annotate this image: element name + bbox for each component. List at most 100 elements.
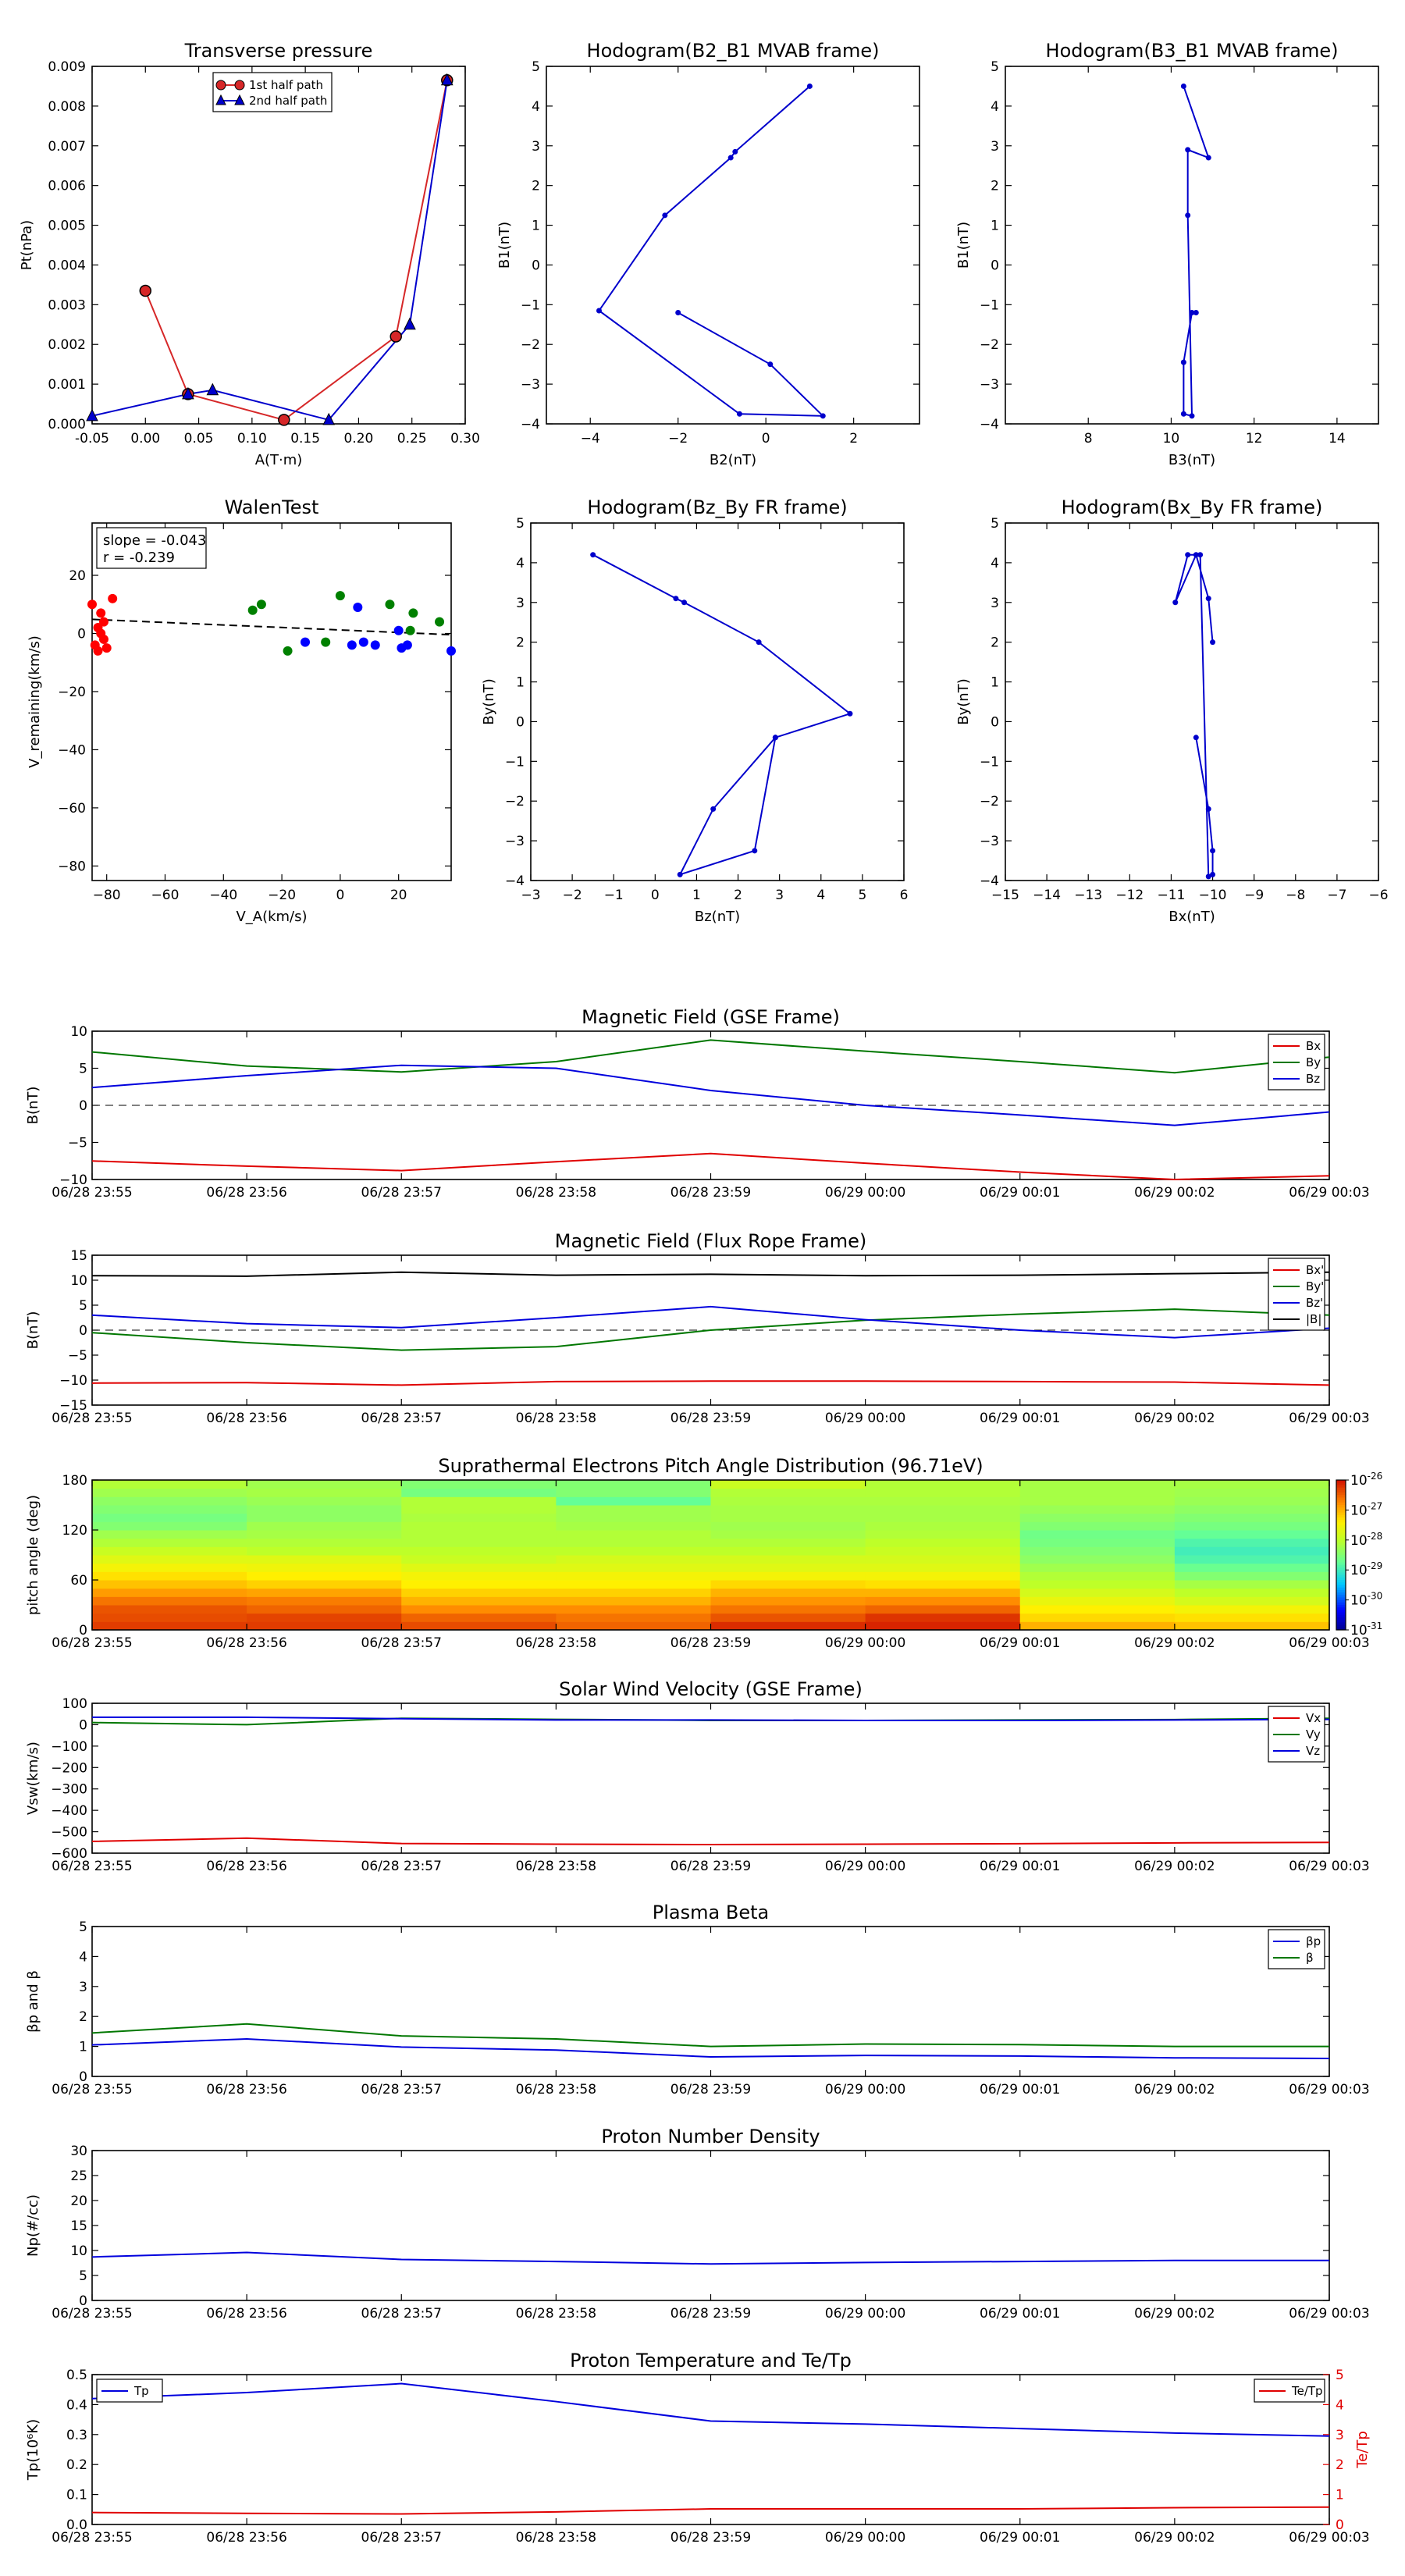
pt-ytick-label: 0.009 xyxy=(48,59,86,75)
pad-ytick-label: 120 xyxy=(62,1523,87,1539)
bgse-time-label: 06/28 23:57 xyxy=(361,1185,442,1201)
legend-label: Vy xyxy=(1306,1727,1321,1742)
h2-ytick-label: −4 xyxy=(980,417,999,432)
colorbar-step xyxy=(1336,1574,1346,1578)
chart-title: Magnetic Field (GSE Frame) xyxy=(582,1006,840,1028)
chart-title: Hodogram(B3_B1 MVAB frame) xyxy=(1046,40,1339,62)
series-line-By' xyxy=(91,1308,1330,1351)
pad-ytick-label: 180 xyxy=(62,1473,87,1489)
bgse-ytick-label: 0 xyxy=(79,1098,87,1114)
bfr-time-label: 06/28 23:57 xyxy=(361,1411,442,1426)
scatter-point xyxy=(321,637,331,647)
np-time-label: 06/29 00:00 xyxy=(825,2306,905,2322)
heatmap-cell xyxy=(556,1571,711,1581)
scatter-point xyxy=(408,608,418,618)
legend-box xyxy=(1268,1929,1325,1969)
beta-time-label: 06/28 23:55 xyxy=(52,2082,132,2097)
bfr-ytick-label: 0 xyxy=(79,1323,87,1339)
h4-xtick-label: −9 xyxy=(1244,888,1264,903)
heatmap-cell xyxy=(1019,1513,1176,1522)
heatmap-cell xyxy=(401,1496,557,1506)
colorbar-frame xyxy=(1336,1479,1346,1631)
tp-ytick-label: 0.0 xyxy=(66,2517,87,2533)
data-point xyxy=(389,330,402,343)
hodogram-point xyxy=(1185,147,1191,153)
data-point xyxy=(278,414,290,426)
np-ytick-label: 20 xyxy=(70,2194,87,2209)
heatmap-cell xyxy=(92,1588,247,1597)
legend: Vx Vy Vz xyxy=(1268,1706,1325,1763)
tp-time-label: 06/29 00:03 xyxy=(1289,2530,1369,2546)
h3-xtick-label: −1 xyxy=(604,888,624,903)
heatmap-cell xyxy=(710,1530,866,1539)
heatmap-cell xyxy=(92,1513,247,1522)
legend-label: 1st half path xyxy=(249,78,323,92)
scatter-point xyxy=(393,625,404,635)
heatmap-cell xyxy=(1019,1496,1176,1506)
pt-xtick-label: 0.05 xyxy=(184,431,214,447)
heatmap-cell xyxy=(710,1613,866,1622)
pt-xtick-label: 0.30 xyxy=(450,431,480,447)
heatmap-cell xyxy=(865,1596,1021,1606)
pt-ytick-label: 0.008 xyxy=(48,99,86,115)
heatmap-cell xyxy=(865,1530,1021,1539)
heatmap-cell xyxy=(247,1563,402,1572)
bgse-time-label: 06/29 00:00 xyxy=(825,1185,905,1201)
scatter-point xyxy=(101,643,112,653)
colorbar-exponent: -27 xyxy=(1368,1500,1383,1511)
pt-ytick-label: 0.004 xyxy=(48,258,86,273)
pad-time-label: 06/28 23:55 xyxy=(52,1635,132,1651)
heatmap-cell xyxy=(556,1580,711,1589)
heatmap-cell xyxy=(710,1546,866,1556)
vsw-time-label: 06/28 23:57 xyxy=(361,1859,442,1874)
legend: βp β xyxy=(1268,1929,1325,1969)
heatmap-cell xyxy=(92,1555,247,1564)
tp-time-label: 06/29 00:02 xyxy=(1134,2530,1215,2546)
colorbar-step xyxy=(1336,1514,1346,1518)
heatmap-cell xyxy=(865,1571,1021,1581)
h1-ytick-label: 5 xyxy=(532,59,540,75)
tp-ytick-label: 0.2 xyxy=(66,2457,87,2473)
colorbar-step xyxy=(1336,1507,1346,1510)
h2-ytick-label: 2 xyxy=(991,179,999,194)
heatmap-cell xyxy=(710,1480,866,1489)
colorbar-step xyxy=(1336,1570,1346,1573)
np-time-label: 06/28 23:59 xyxy=(670,2306,751,2322)
x-axis-label: V_A(km/s) xyxy=(236,909,307,925)
vsw-time-label: 06/28 23:59 xyxy=(670,1859,751,1874)
hodogram-point xyxy=(1210,639,1216,646)
beta-time-label: 06/29 00:01 xyxy=(980,2082,1060,2097)
vsw-time-label: 06/28 23:58 xyxy=(516,1859,596,1874)
heatmap-cell xyxy=(247,1621,402,1631)
hodogram-point xyxy=(1205,155,1211,161)
colorbar-step xyxy=(1336,1627,1346,1631)
h3-xtick-label: 4 xyxy=(816,888,825,903)
colorbar-step xyxy=(1336,1532,1346,1535)
colorbar-step xyxy=(1336,1527,1346,1531)
tp-ytick-right-label: 2 xyxy=(1336,2457,1344,2473)
heatmap-cell xyxy=(1174,1588,1330,1597)
heatmap-cell xyxy=(865,1505,1021,1514)
hodogram-point xyxy=(1210,871,1216,877)
colorbar-step xyxy=(1336,1512,1346,1516)
heatmap-cell xyxy=(865,1488,1021,1497)
colorbar-step xyxy=(1336,1562,1346,1566)
timeseries-vsw: Solar Wind Velocity (GSE Frame) 06/28 23:… xyxy=(25,1678,1370,1874)
scatter-point xyxy=(96,608,106,618)
h2-xtick-label: 8 xyxy=(1084,431,1093,447)
heatmap-cell xyxy=(1019,1521,1176,1531)
colorbar-step xyxy=(1336,1550,1346,1553)
heatmap-cell xyxy=(92,1596,247,1606)
colorbar-label: 10-26 xyxy=(1350,1471,1382,1489)
bfr-time-label: 06/29 00:03 xyxy=(1289,1411,1369,1426)
scatter-point xyxy=(370,640,380,650)
bgse-time-label: 06/29 00:03 xyxy=(1289,1185,1369,1201)
x-axis-label: A(T·m) xyxy=(255,452,303,468)
np-time-label: 06/28 23:56 xyxy=(206,2306,286,2322)
series-line-Bz xyxy=(91,1064,1330,1126)
colorbar-step xyxy=(1336,1482,1346,1485)
legend-marker xyxy=(215,94,226,105)
h3-ytick-label: 3 xyxy=(516,596,525,611)
colorbar-step xyxy=(1336,1602,1346,1606)
hodogram-chart-h3: Hodogram(Bz_By FR frame)−3 −2 −1 0 1 2 3 4 5 6−4−… xyxy=(481,496,908,925)
